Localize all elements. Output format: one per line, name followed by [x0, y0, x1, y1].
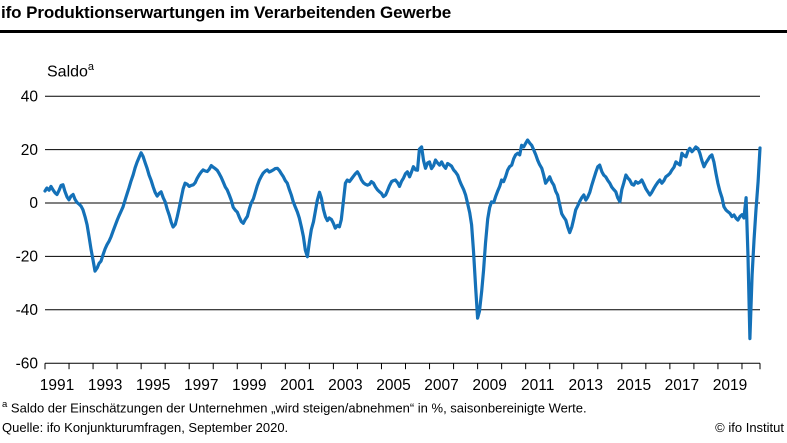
x-tick-label: 2019 [713, 377, 747, 394]
y-tick-label: -60 [16, 355, 39, 372]
x-tick-label: 1999 [232, 377, 266, 394]
source-line: Quelle: ifo Konjunkturumfragen, Septembe… [2, 420, 289, 435]
x-tick-label: 1993 [88, 377, 122, 394]
y-axis-unit-footnote-marker: a [87, 61, 95, 73]
footnote-marker: a [2, 399, 8, 410]
page-title: ifo Produktionserwartungen im Verarbeite… [1, 3, 452, 22]
footnote: a Saldo der Einschätzungen der Unternehm… [2, 399, 587, 415]
y-axis-unit-label: Saldoa [47, 61, 94, 81]
x-tick-label: 1997 [184, 377, 218, 394]
y-tick-label: -40 [16, 302, 39, 319]
y-tick-label: 0 [29, 195, 38, 212]
x-tick-label: 2017 [665, 377, 699, 394]
x-tick-label: 2011 [521, 377, 554, 394]
series-line-produktionserwartungen [43, 138, 762, 341]
x-tick-label: 2015 [617, 377, 651, 394]
y-axis-unit-text: Saldo [47, 63, 88, 81]
y-tick-label: 40 [21, 88, 39, 105]
footnote-text: Saldo der Einschätzungen der Unternehmen… [10, 400, 587, 416]
x-tick-label: 2007 [424, 377, 458, 394]
copyright-line: © ifo Institut [715, 420, 784, 435]
y-tick-label: 20 [21, 142, 39, 159]
x-tick-label: 2003 [328, 377, 362, 394]
x-tick-label: 1991 [40, 377, 74, 394]
x-tick-label: 2009 [472, 377, 506, 394]
y-tick-label: -20 [16, 249, 39, 266]
x-tick-label: 1995 [136, 377, 170, 394]
title-divider [0, 30, 787, 33]
x-tick-label: 2013 [569, 377, 603, 394]
x-tick-label: 2001 [280, 377, 314, 394]
x-tick-label: 2005 [376, 377, 410, 394]
